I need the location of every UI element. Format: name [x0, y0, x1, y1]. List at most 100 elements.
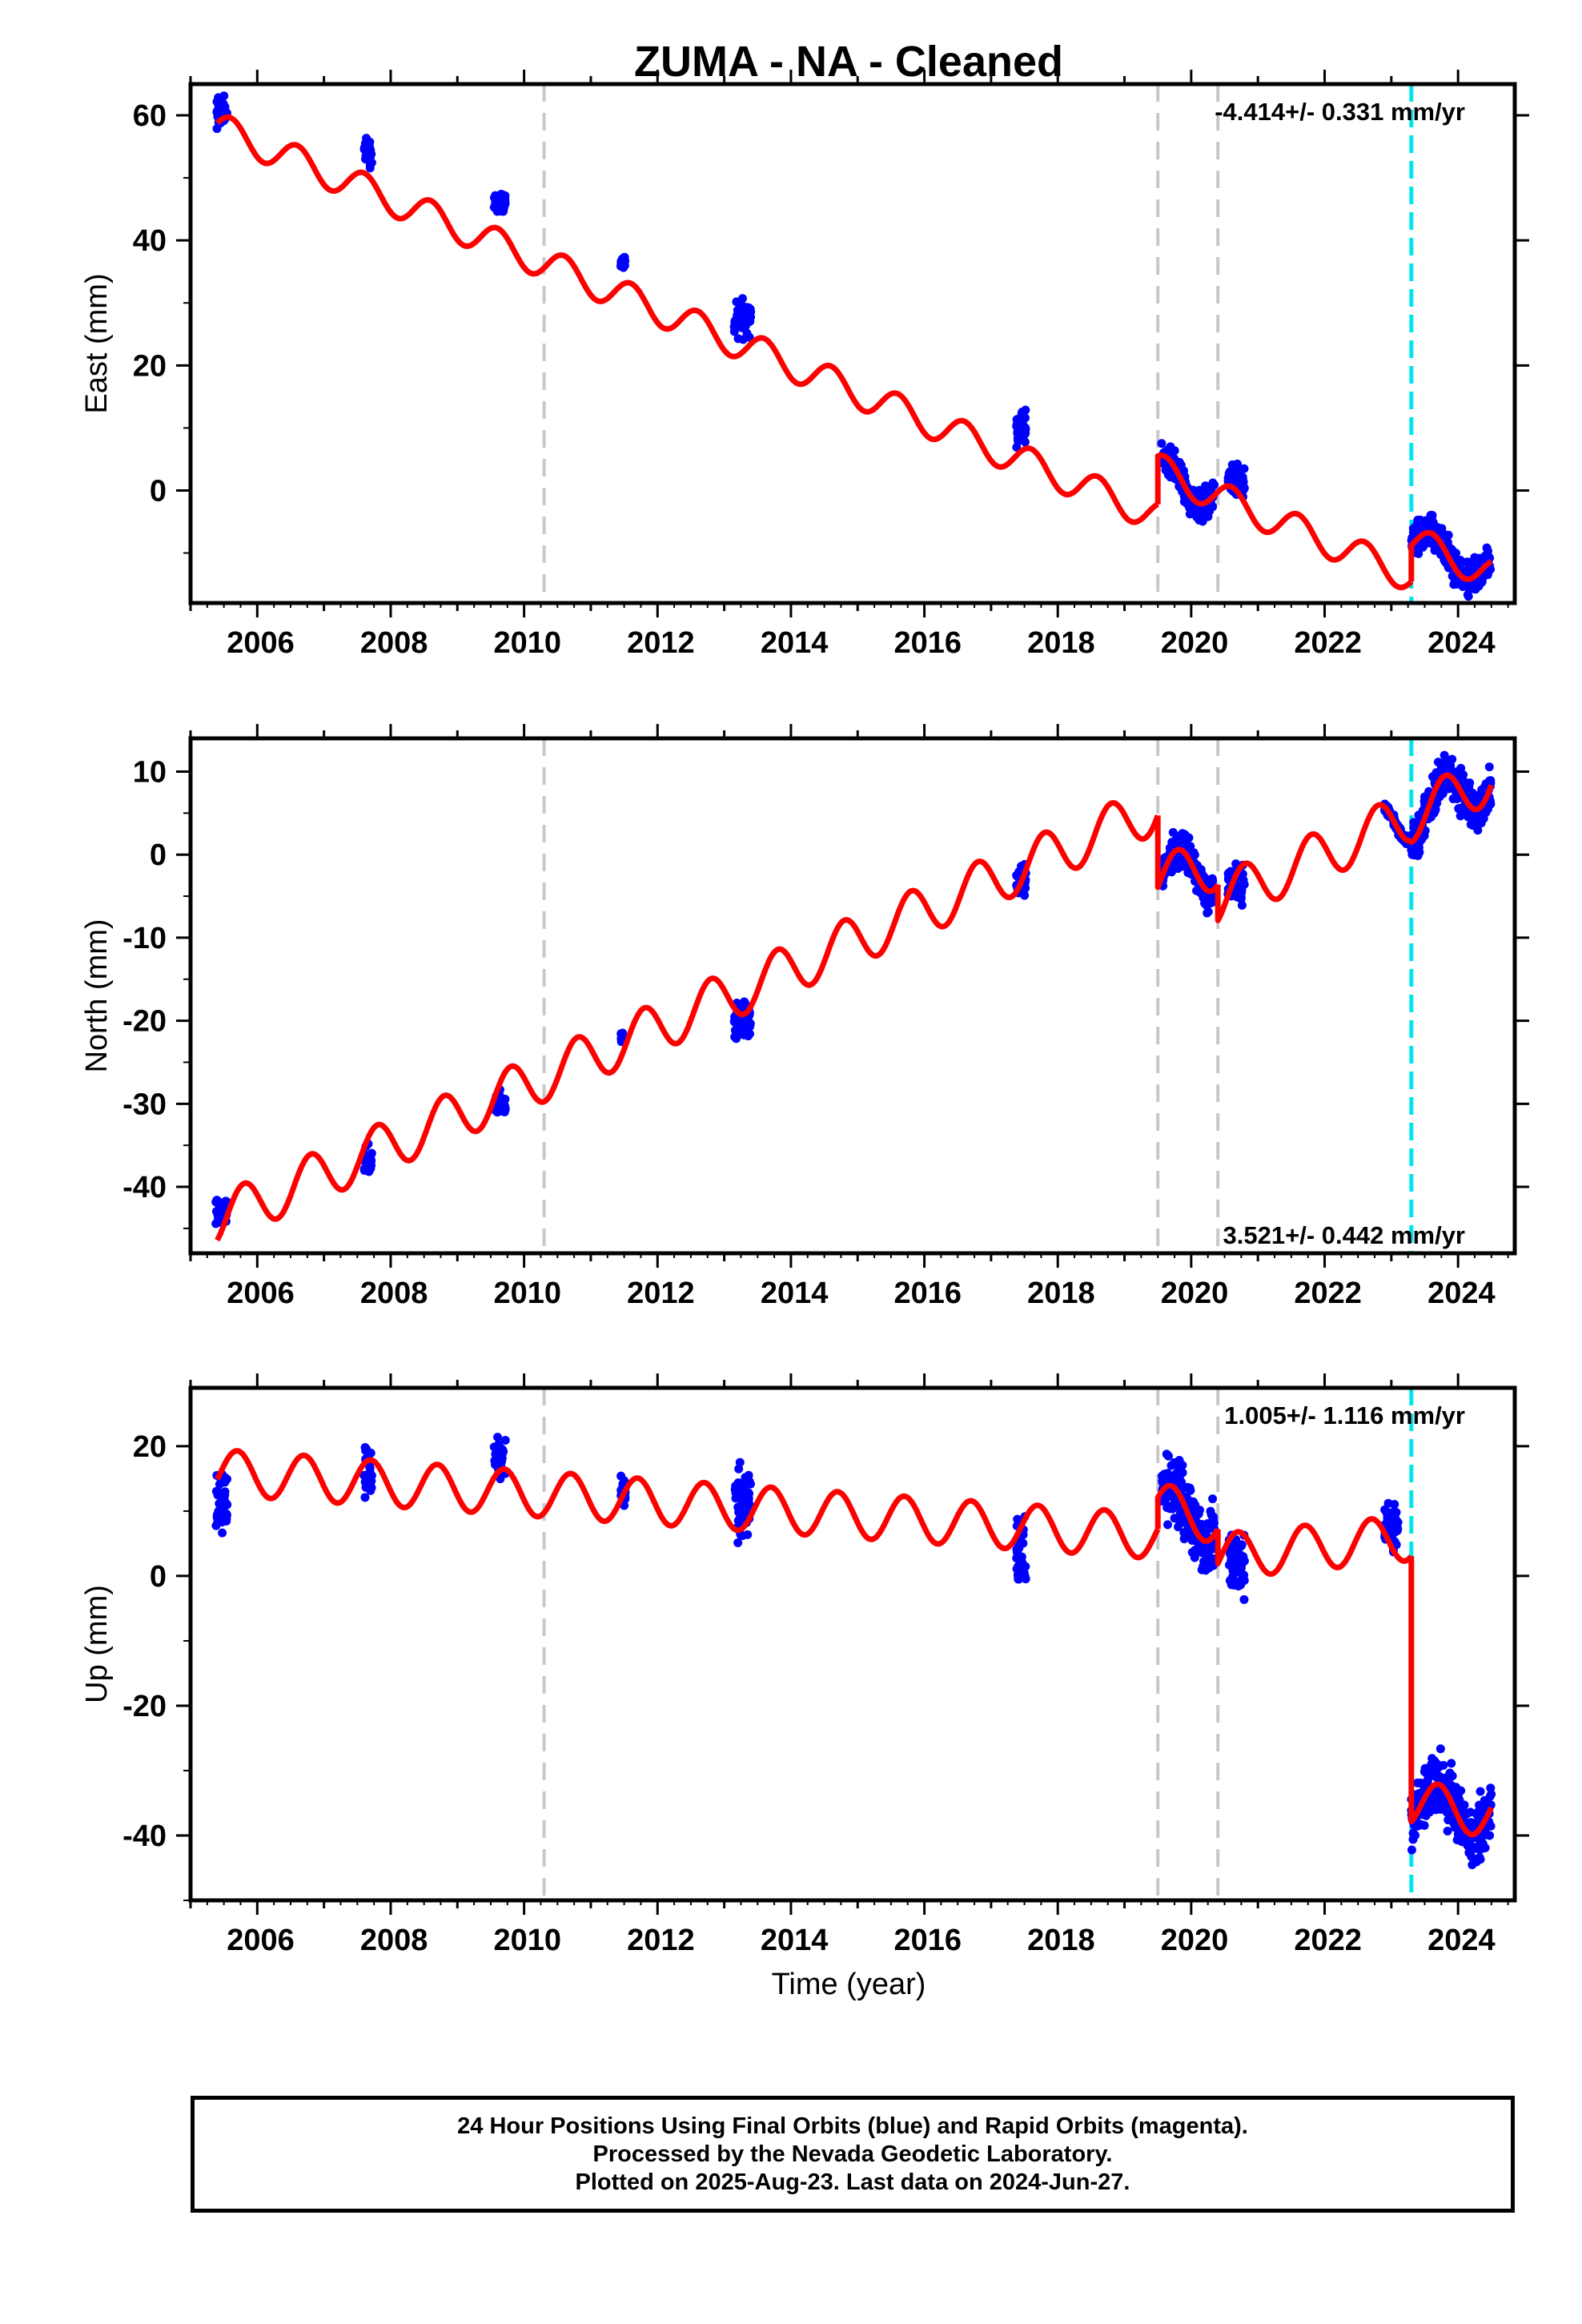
data-point: [1178, 829, 1187, 838]
data-point: [1163, 1520, 1173, 1530]
x-tick-label: 2024: [1427, 1277, 1496, 1310]
data-point: [1466, 563, 1476, 573]
data-point: [1168, 1504, 1178, 1514]
data-point: [1476, 1837, 1485, 1847]
data-point: [362, 136, 371, 146]
data-point: [1391, 1526, 1400, 1535]
data-point: [218, 1528, 227, 1538]
data-point: [1233, 1558, 1243, 1568]
data-point: [1446, 1814, 1456, 1823]
data-point: [1235, 1581, 1244, 1590]
data-point: [366, 1164, 375, 1173]
data-point: [1204, 1563, 1214, 1573]
data-point: [1422, 1777, 1431, 1787]
data-point: [1414, 549, 1423, 558]
data-point: [1408, 843, 1418, 853]
data-point: [1476, 1787, 1485, 1796]
data-point: [1239, 879, 1249, 889]
x-tick-label: 2022: [1294, 1277, 1362, 1310]
data-point: [1189, 1497, 1199, 1506]
data-point: [212, 97, 222, 107]
data-point: [1208, 1513, 1218, 1522]
data-point: [1419, 796, 1429, 806]
panel-frame: [188, 736, 1517, 1256]
data-point: [366, 1469, 375, 1478]
data-point: [737, 1531, 747, 1541]
data-point: [493, 1433, 503, 1442]
panel-north: 2006 2008 2010 2012 2014 2016 2018 2020 2022 2024…: [80, 724, 1529, 1310]
data-point: [1483, 569, 1492, 578]
data-point: [1440, 782, 1450, 791]
x-tick-label: 2016: [893, 626, 962, 660]
data-point: [1166, 442, 1175, 452]
data-point: [1017, 1557, 1026, 1566]
data-point: [500, 1094, 510, 1104]
data-point: [1456, 811, 1465, 821]
y-tick-label: 60: [133, 99, 167, 133]
data-point: [219, 91, 229, 101]
data-point: [1407, 1845, 1416, 1855]
data-point: [729, 327, 739, 336]
data-point: [1439, 1796, 1449, 1806]
data-point: [733, 1538, 743, 1547]
x-tick-label: 2010: [494, 1277, 562, 1310]
data-point: [1203, 1518, 1212, 1528]
model-fit-line: [215, 114, 1160, 525]
y-tick-label: -30: [122, 1088, 167, 1121]
data-point: [214, 104, 223, 114]
y-tick-label: -20: [122, 1005, 167, 1039]
data-point: [738, 1491, 748, 1501]
data-point: [1479, 814, 1488, 823]
model-fit-line: [1154, 1482, 1221, 1544]
data-point: [1207, 501, 1217, 511]
y-tick-label: -40: [122, 1171, 167, 1204]
velocity-rate-label: -4.414+/- 0.331 mm/yr: [1215, 98, 1465, 126]
data-point: [365, 163, 375, 173]
x-tick-label: 2018: [1027, 1277, 1095, 1310]
x-tick-label: 2008: [360, 626, 428, 660]
model-fit-line: [1154, 815, 1221, 895]
y-axis-title: North (mm): [80, 919, 114, 1072]
data-point: [213, 1490, 223, 1500]
x-tick-label: 2022: [1294, 626, 1362, 660]
data-point: [1203, 1551, 1213, 1561]
data-point: [1013, 1565, 1022, 1574]
data-point: [1441, 1773, 1451, 1783]
data-point: [1430, 1797, 1439, 1807]
data-point: [1190, 1553, 1199, 1562]
data-point: [1423, 537, 1433, 546]
x-tick-label: 2010: [494, 626, 562, 660]
y-tick-label: -40: [122, 1819, 167, 1853]
x-tick-label: 2008: [360, 1277, 428, 1310]
data-point: [1225, 467, 1235, 476]
data-point: [1233, 892, 1243, 902]
data-point: [1225, 476, 1235, 485]
data-point: [732, 297, 741, 307]
data-point: [744, 1031, 753, 1041]
x-tick-label: 2012: [627, 1277, 695, 1310]
x-axis-title: Time (year): [772, 1968, 926, 2001]
footer-line-3: Plotted on 2025-Aug-23. Last data on 202…: [575, 2169, 1130, 2195]
data-point: [1168, 827, 1178, 837]
y-tick-label: -20: [122, 1690, 167, 1723]
data-point: [1447, 1759, 1456, 1768]
data-point: [1157, 439, 1166, 448]
data-point: [737, 1023, 746, 1032]
data-point: [735, 1514, 745, 1524]
data-point: [734, 312, 744, 322]
model-fit-line: [215, 1448, 1161, 1561]
data-point: [734, 1464, 744, 1474]
data-point: [620, 256, 630, 266]
data-point: [1475, 557, 1484, 566]
data-point: [367, 1476, 376, 1486]
x-tick-label: 2006: [227, 626, 295, 660]
data-point: [497, 194, 507, 203]
model-fit-line: [215, 800, 1161, 1242]
panel-frame: [188, 82, 1517, 605]
data-point: [1188, 505, 1198, 515]
model-fit-line: [1215, 1516, 1414, 1577]
y-tick-label: 0: [150, 474, 167, 508]
data-point: [1460, 1800, 1469, 1810]
data-point: [1426, 510, 1435, 520]
